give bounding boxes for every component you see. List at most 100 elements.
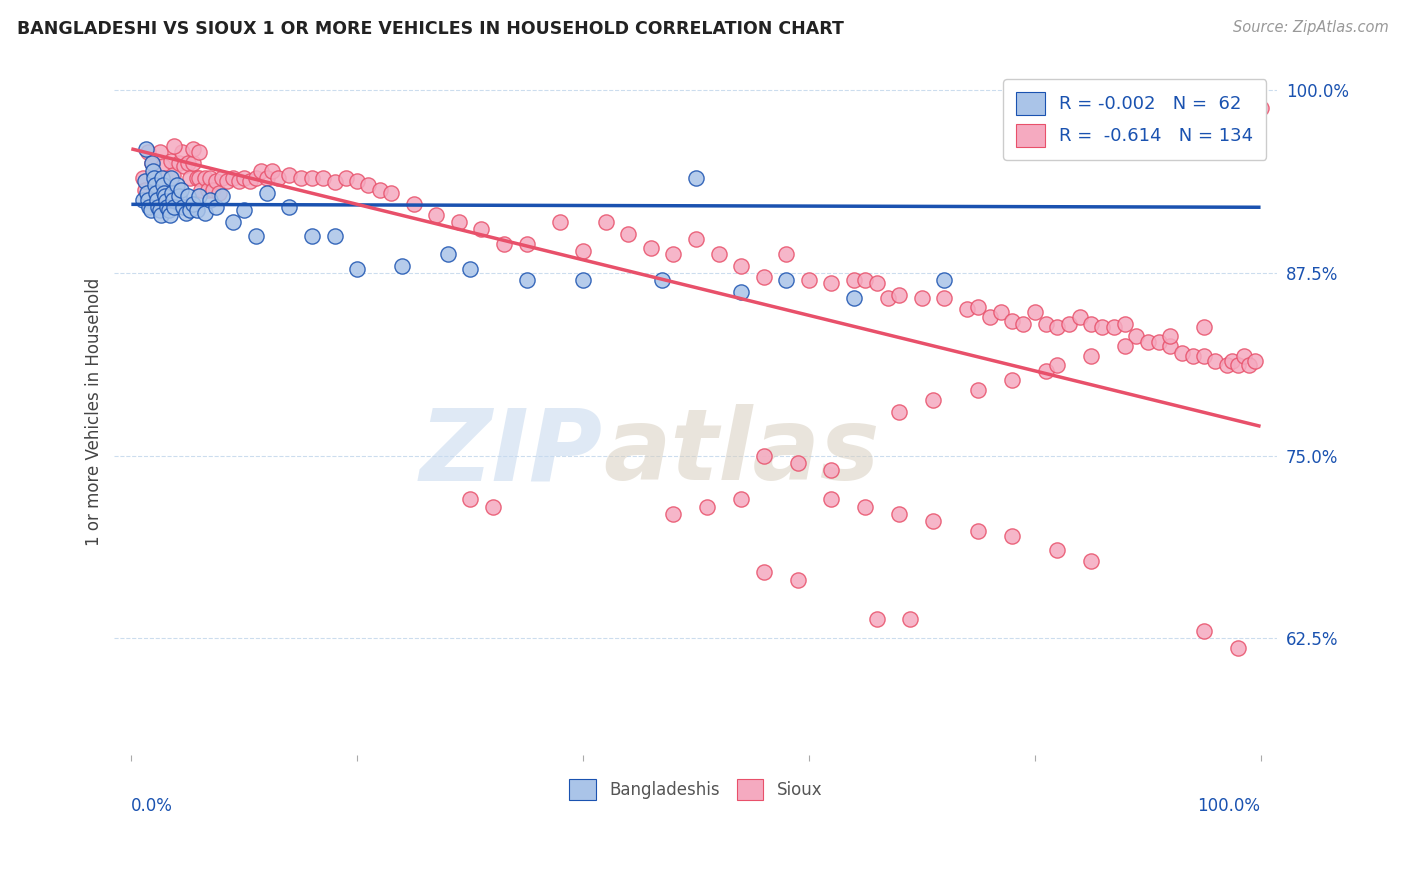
Point bbox=[1159, 339, 1181, 353]
Point bbox=[153, 186, 176, 200]
Point bbox=[1046, 320, 1069, 334]
Point bbox=[160, 171, 183, 186]
Point bbox=[141, 156, 163, 170]
Point bbox=[142, 168, 165, 182]
Point bbox=[1233, 349, 1256, 363]
Point bbox=[135, 142, 157, 156]
Point bbox=[239, 174, 262, 188]
Point bbox=[172, 145, 194, 159]
Point bbox=[1102, 320, 1125, 334]
Point bbox=[481, 500, 503, 514]
Point bbox=[730, 285, 752, 299]
Point bbox=[911, 291, 934, 305]
Point bbox=[979, 310, 1001, 324]
Point bbox=[775, 273, 797, 287]
Point bbox=[159, 208, 181, 222]
Point bbox=[134, 174, 156, 188]
Point bbox=[877, 291, 900, 305]
Point bbox=[752, 270, 775, 285]
Point bbox=[752, 566, 775, 580]
Point bbox=[245, 171, 267, 186]
Point bbox=[1220, 353, 1243, 368]
Point bbox=[141, 156, 163, 170]
Point bbox=[1046, 358, 1069, 372]
Point bbox=[730, 492, 752, 507]
Point bbox=[1035, 364, 1057, 378]
Point bbox=[157, 203, 180, 218]
Point bbox=[155, 171, 177, 186]
Point bbox=[335, 171, 357, 186]
Point bbox=[167, 188, 190, 202]
Point bbox=[256, 171, 278, 186]
Point bbox=[1181, 349, 1204, 363]
Point bbox=[200, 193, 222, 207]
Point bbox=[1125, 328, 1147, 343]
Point bbox=[357, 178, 380, 193]
Point bbox=[447, 215, 470, 229]
Point bbox=[145, 186, 167, 200]
Point bbox=[162, 168, 184, 182]
Point bbox=[820, 463, 842, 477]
Point bbox=[143, 178, 166, 193]
Point bbox=[889, 288, 911, 302]
Point bbox=[149, 208, 172, 222]
Point bbox=[183, 197, 205, 211]
Point bbox=[156, 200, 179, 214]
Point bbox=[820, 492, 842, 507]
Point bbox=[797, 273, 820, 287]
Point bbox=[1226, 358, 1249, 372]
Point bbox=[160, 153, 183, 168]
Point bbox=[186, 203, 208, 218]
Point bbox=[1192, 349, 1215, 363]
Point bbox=[177, 156, 200, 170]
Point bbox=[1192, 624, 1215, 638]
Point bbox=[188, 171, 211, 186]
Point bbox=[166, 183, 188, 197]
Point bbox=[956, 302, 979, 317]
Point bbox=[155, 188, 177, 202]
Point bbox=[967, 383, 990, 397]
Point bbox=[865, 276, 887, 290]
Point bbox=[245, 229, 267, 244]
Point bbox=[194, 171, 217, 186]
Point bbox=[662, 507, 685, 521]
Point bbox=[208, 186, 231, 200]
Point bbox=[256, 186, 278, 200]
Point bbox=[211, 171, 233, 186]
Point bbox=[1001, 529, 1024, 543]
Point bbox=[820, 276, 842, 290]
Point bbox=[1114, 317, 1136, 331]
Point bbox=[990, 305, 1012, 319]
Point bbox=[1001, 373, 1024, 387]
Point bbox=[278, 168, 301, 182]
Point bbox=[458, 492, 481, 507]
Point bbox=[402, 197, 425, 211]
Point bbox=[572, 273, 595, 287]
Point bbox=[301, 171, 323, 186]
Point bbox=[707, 247, 730, 261]
Point bbox=[492, 236, 515, 251]
Point bbox=[148, 145, 170, 159]
Point bbox=[1080, 554, 1102, 568]
Point bbox=[1147, 334, 1170, 349]
Point bbox=[267, 171, 290, 186]
Point bbox=[136, 193, 159, 207]
Point bbox=[1057, 317, 1080, 331]
Point bbox=[145, 178, 167, 193]
Point bbox=[167, 156, 190, 170]
Point bbox=[391, 259, 413, 273]
Point bbox=[200, 171, 222, 186]
Point bbox=[186, 171, 208, 186]
Point bbox=[222, 215, 245, 229]
Point bbox=[197, 183, 219, 197]
Point bbox=[1159, 328, 1181, 343]
Point bbox=[228, 174, 250, 188]
Legend: Bangladeshis, Sioux: Bangladeshis, Sioux bbox=[561, 771, 831, 808]
Point bbox=[301, 229, 323, 244]
Point bbox=[900, 612, 922, 626]
Point bbox=[201, 183, 224, 197]
Point bbox=[1239, 358, 1261, 372]
Point bbox=[1024, 305, 1046, 319]
Point bbox=[853, 273, 876, 287]
Point bbox=[425, 208, 447, 222]
